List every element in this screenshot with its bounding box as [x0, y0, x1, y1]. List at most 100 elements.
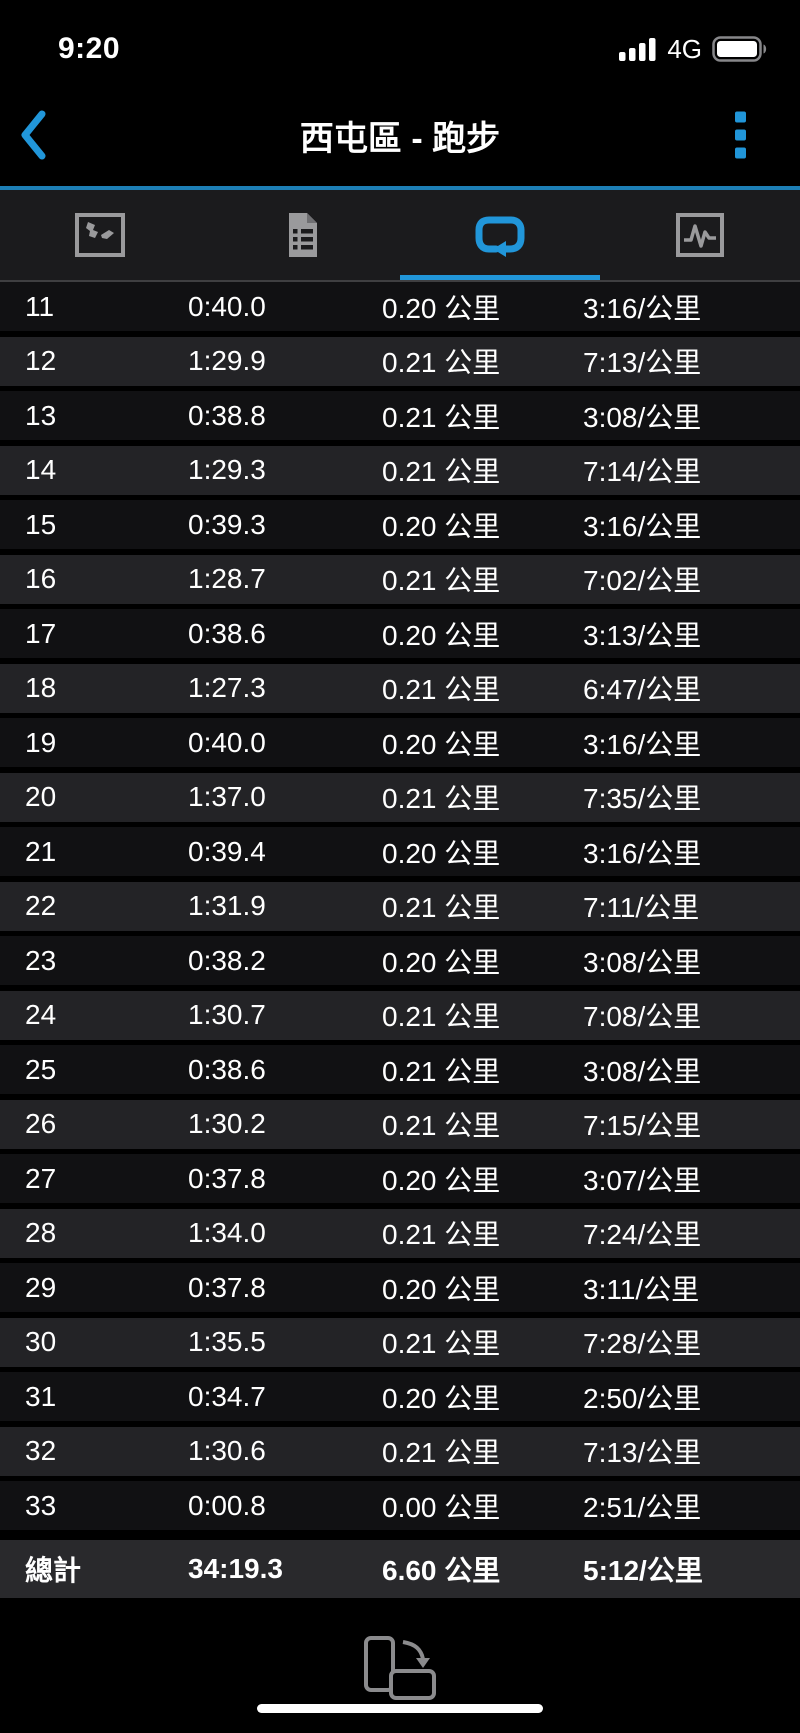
lap-distance: 0.20 公里	[382, 946, 501, 978]
lap-pace: 2:50/公里	[583, 1382, 702, 1414]
tab-laps[interactable]	[400, 190, 600, 280]
table-row: 33 0:00.8 0.00 公里 2:51/公里	[0, 1481, 800, 1530]
table-row: 31 0:34.7 0.20 公里 2:50/公里	[0, 1372, 800, 1421]
table-row: 28 1:34.0 0.21 公里 7:24/公里	[0, 1208, 800, 1258]
lap-number: 27	[25, 1162, 57, 1194]
details-icon	[280, 211, 320, 259]
lap-time: 0:00.8	[188, 1489, 266, 1521]
table-row: 32 1:30.6 0.21 公里 7:13/公里	[0, 1426, 800, 1476]
lap-pace: 3:13/公里	[583, 619, 702, 651]
lap-distance: 0.21 公里	[382, 674, 501, 705]
lap-distance: 0.20 公里	[382, 1273, 501, 1305]
table-row: 27 0:37.8 0.20 公里 3:07/公里	[0, 1154, 800, 1203]
lap-distance: 0.00 公里	[382, 1491, 501, 1523]
lap-time: 1:30.7	[188, 999, 266, 1030]
kebab-dot	[735, 111, 746, 123]
lap-time: 0:38.8	[188, 399, 266, 431]
tab-map[interactable]	[0, 190, 200, 280]
table-row: 17 0:38.6 0.20 公里 3:13/公里	[0, 609, 800, 658]
lap-time: 1:30.2	[188, 1108, 266, 1139]
lap-time: 1:37.0	[188, 781, 266, 812]
lap-time: 0:40.0	[188, 290, 266, 322]
table-row: 18 1:27.3 0.21 公里 6:47/公里	[0, 663, 800, 713]
table-row: 23 0:38.2 0.20 公里 3:08/公里	[0, 936, 800, 985]
lap-time: 0:40.0	[188, 726, 266, 758]
lap-distance: 0.21 公里	[382, 783, 501, 814]
lap-pace: 7:11/公里	[583, 892, 700, 923]
lap-time: 1:31.9	[188, 890, 266, 921]
total-label: 總計	[25, 1555, 82, 1586]
tab-details[interactable]	[200, 190, 400, 280]
lap-distance: 0.21 公里	[382, 1219, 501, 1250]
table-row: 20 1:37.0 0.21 公里 7:35/公里	[0, 772, 800, 822]
lap-number: 21	[25, 835, 57, 867]
lap-pace: 7:13/公里	[583, 347, 702, 378]
table-row: 15 0:39.3 0.20 公里 3:16/公里	[0, 500, 800, 549]
nav-divider	[0, 186, 800, 190]
lap-pace: 3:08/公里	[583, 401, 702, 433]
lap-pace: 3:16/公里	[583, 837, 702, 869]
rotate-device-icon	[363, 1635, 437, 1701]
lap-distance: 0.20 公里	[382, 292, 501, 324]
lap-time: 1:29.3	[188, 454, 266, 485]
laps-icon	[474, 212, 526, 258]
tab-graphs[interactable]	[600, 190, 800, 280]
lap-distance: 0.21 公里	[382, 1328, 501, 1359]
lap-distance: 0.21 公里	[382, 456, 501, 487]
lap-pace: 3:16/公里	[583, 510, 702, 542]
lap-distance: 0.21 公里	[382, 1055, 501, 1087]
total-distance: 6.60 公里	[382, 1555, 501, 1586]
total-time: 34:19.3	[188, 1553, 283, 1584]
lap-time: 1:28.7	[188, 563, 266, 594]
lap-number: 29	[25, 1271, 57, 1303]
lap-distance: 0.21 公里	[382, 892, 501, 923]
table-row: 11 0:40.0 0.20 公里 3:16/公里	[0, 282, 800, 331]
lap-distance: 0.21 公里	[382, 401, 501, 433]
lap-distance: 0.20 公里	[382, 510, 501, 542]
tab-bar	[0, 190, 800, 280]
lap-distance: 0.21 公里	[382, 1110, 501, 1141]
table-row: 19 0:40.0 0.20 公里 3:16/公里	[0, 718, 800, 767]
status-indicators: 4G	[619, 34, 770, 65]
lap-pace: 3:16/公里	[583, 292, 702, 324]
lap-time: 1:27.3	[188, 672, 266, 703]
lap-distance: 0.20 公里	[382, 619, 501, 651]
lap-pace: 3:16/公里	[583, 728, 702, 760]
lap-time: 0:39.3	[188, 508, 266, 540]
lap-number: 31	[25, 1380, 57, 1412]
lap-number: 15	[25, 508, 57, 540]
map-icon	[75, 213, 125, 257]
lap-number: 13	[25, 399, 57, 431]
lap-number: 18	[25, 672, 57, 703]
lap-time: 0:37.8	[188, 1162, 266, 1194]
lap-number: 17	[25, 617, 57, 649]
lap-time: 0:37.8	[188, 1271, 266, 1303]
lap-pace: 7:35/公里	[583, 783, 702, 814]
lap-number: 26	[25, 1108, 57, 1139]
lap-number: 23	[25, 944, 57, 976]
status-time: 9:20	[58, 32, 121, 65]
lap-distance: 0.21 公里	[382, 565, 501, 596]
home-indicator[interactable]	[257, 1704, 543, 1713]
back-button[interactable]	[16, 107, 50, 163]
lap-pace: 7:24/公里	[583, 1219, 702, 1250]
lap-time: 1:34.0	[188, 1217, 266, 1248]
lap-number: 19	[25, 726, 57, 758]
table-row: 30 1:35.5 0.21 公里 7:28/公里	[0, 1317, 800, 1367]
lap-time: 0:34.7	[188, 1380, 266, 1412]
table-row: 26 1:30.2 0.21 公里 7:15/公里	[0, 1099, 800, 1149]
table-row: 24 1:30.7 0.21 公里 7:08/公里	[0, 990, 800, 1040]
lap-number: 32	[25, 1435, 57, 1466]
more-options-button[interactable]	[735, 111, 746, 159]
lap-distance: 0.21 公里	[382, 1437, 501, 1468]
table-row: 14 1:29.3 0.21 公里 7:14/公里	[0, 445, 800, 495]
page-title: 西屯區 - 跑步	[299, 119, 501, 158]
lap-time: 1:30.6	[188, 1435, 266, 1466]
lap-number: 30	[25, 1326, 57, 1357]
lap-pace: 2:51/公里	[583, 1491, 702, 1523]
lap-table: 11 0:40.0 0.20 公里 3:16/公里 12 1:29.9 0.21 公里 7:…	[0, 280, 800, 1598]
lap-number: 25	[25, 1053, 57, 1085]
lap-number: 16	[25, 563, 57, 594]
lap-time: 1:29.9	[188, 345, 266, 376]
